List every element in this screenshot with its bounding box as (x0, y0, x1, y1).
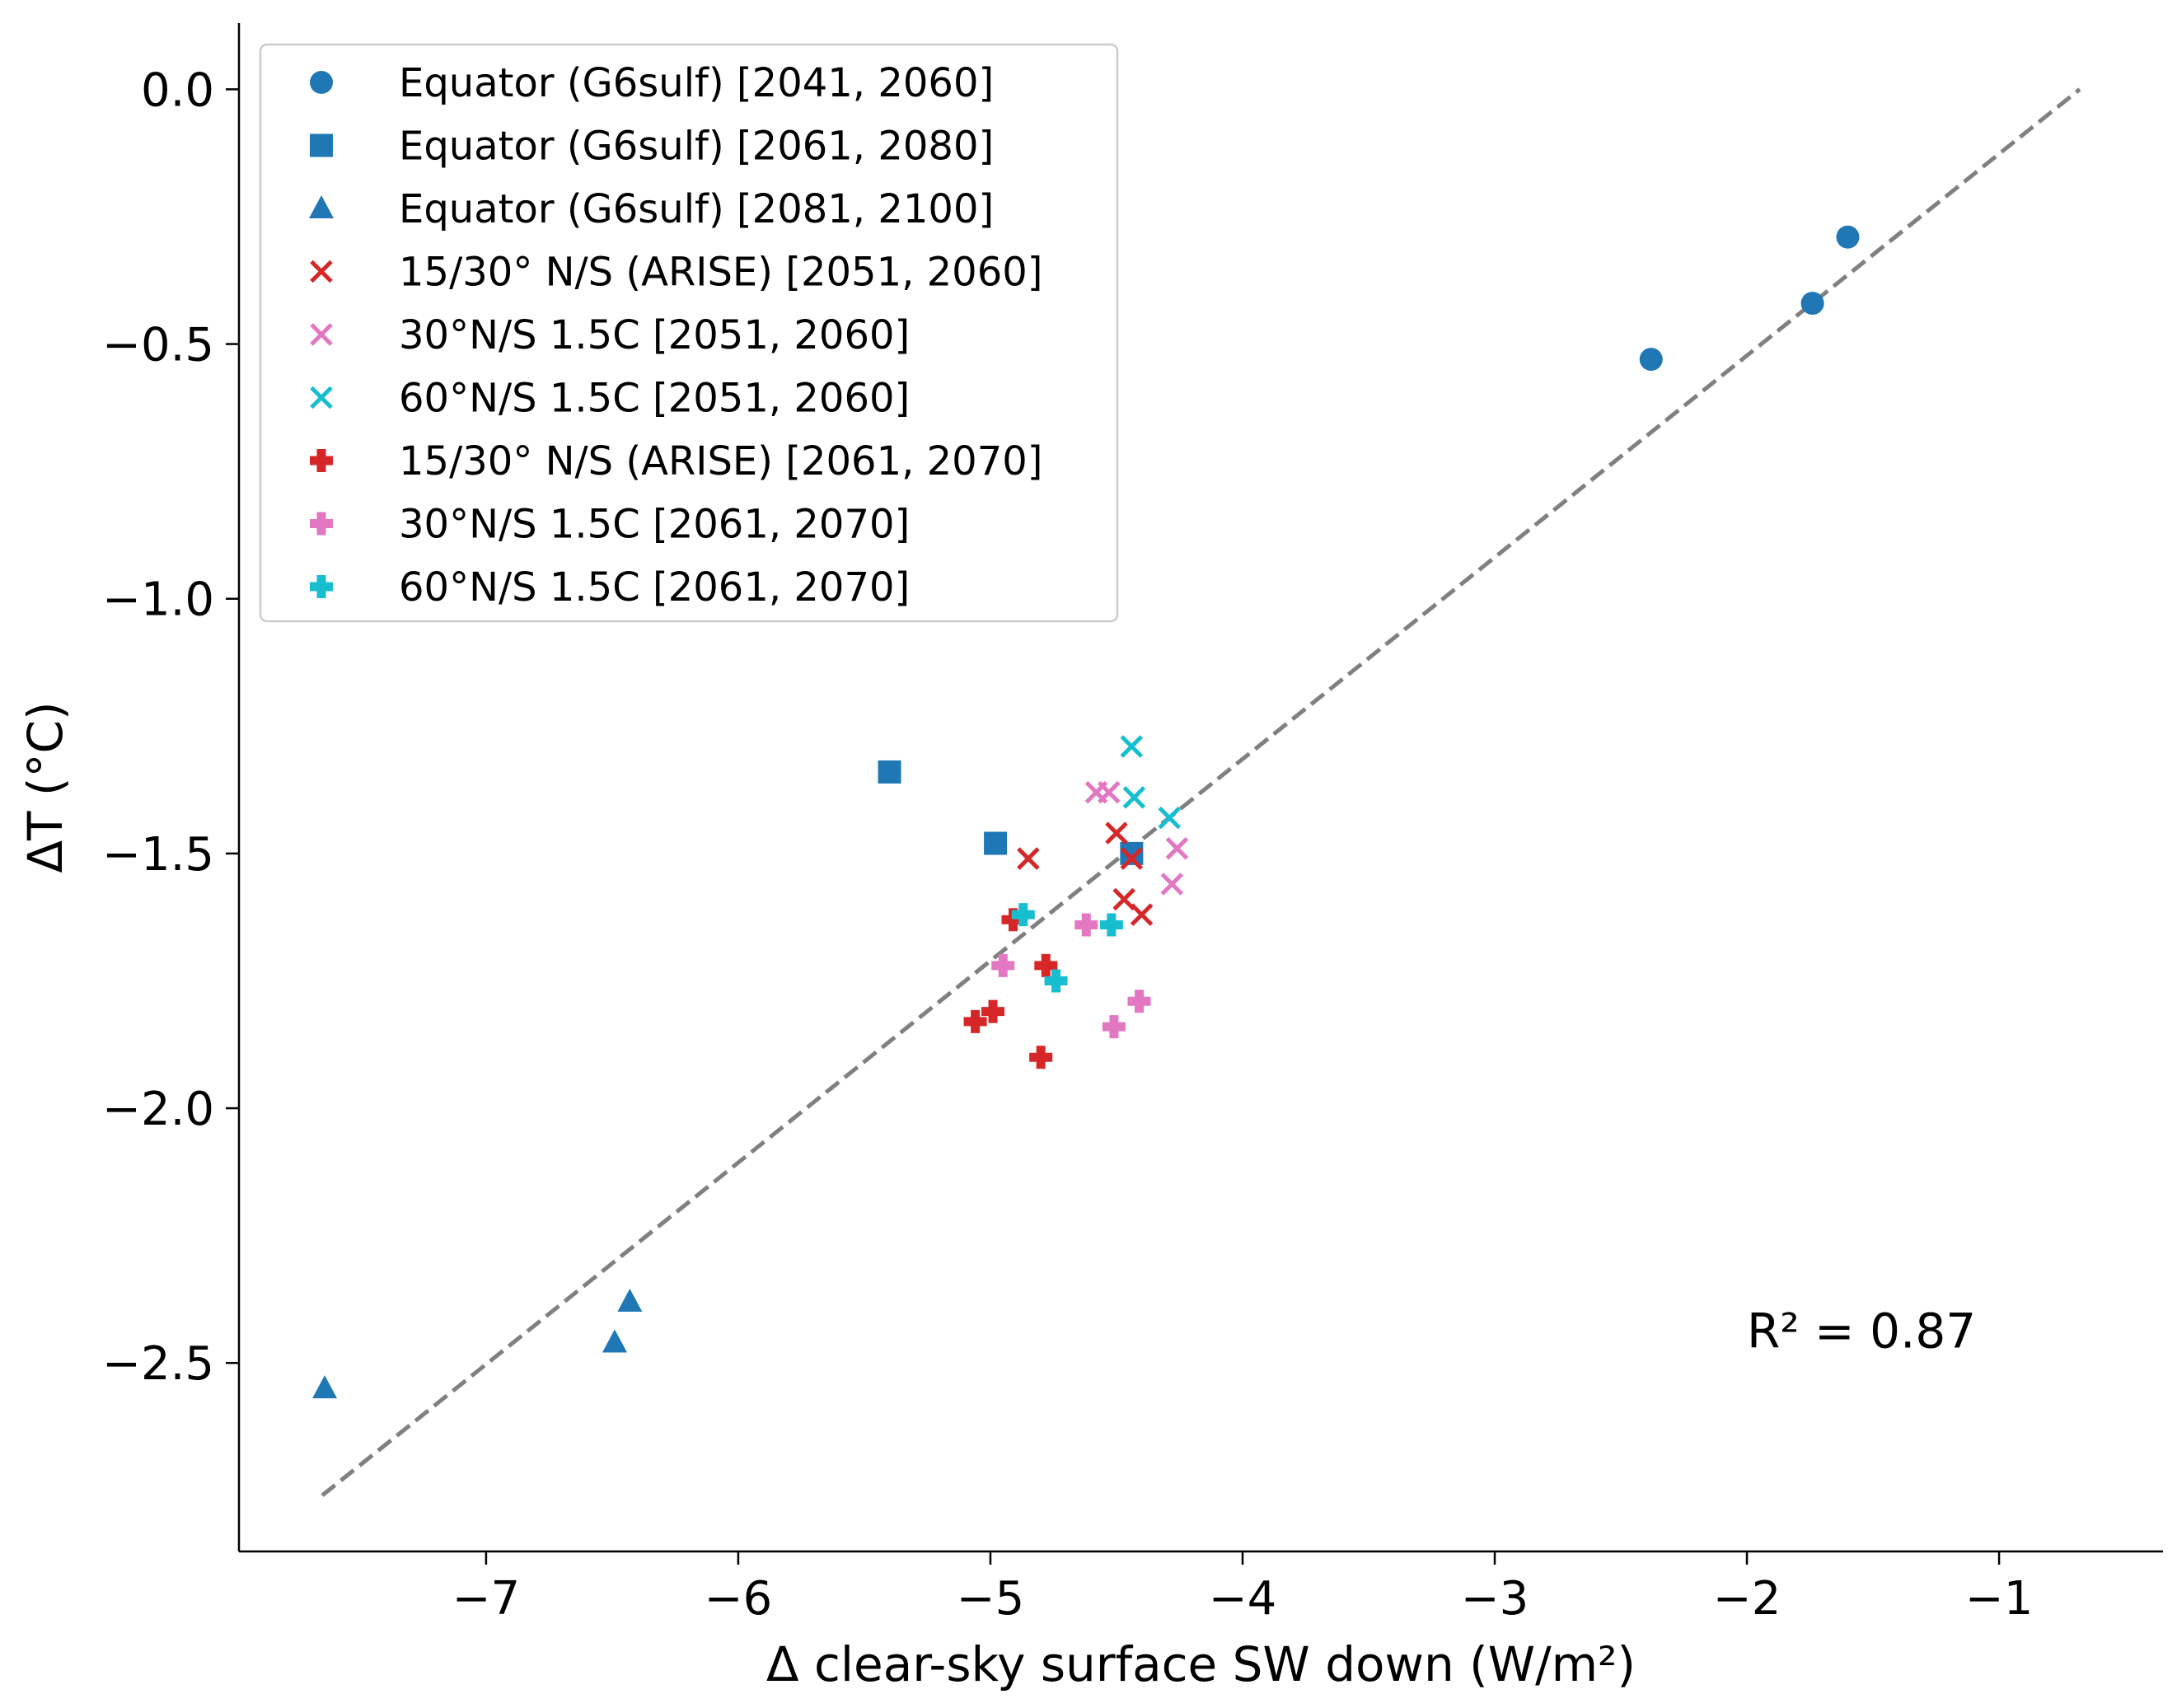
series-5 (1084, 780, 1189, 896)
ticks: −7 −6 −5 −4 −3 −2 −1 0.0 −0.5 −1.0 −1.5 −2.0 −2.5 (102, 63, 2033, 1626)
data-point (1836, 225, 1860, 249)
legend-marker (310, 512, 333, 536)
legend-entry: Equator (G6sulf) [2041, 2060] (310, 60, 994, 106)
data-point (1800, 292, 1824, 316)
data-point (1034, 953, 1058, 977)
series-3 (312, 1289, 643, 1399)
series-9 (1011, 903, 1123, 993)
legend-marker (309, 195, 334, 218)
data-point (1044, 969, 1068, 993)
data-point (1029, 1046, 1053, 1069)
data-point (1127, 990, 1151, 1013)
legend-marker (310, 260, 333, 283)
series-7 (963, 908, 1058, 1069)
data-point (1120, 847, 1144, 870)
legend-label: Equator (G6sulf) [2041, 2060] (399, 60, 994, 106)
legend-entry: Equator (G6sulf) [2061, 2080] (310, 124, 994, 170)
legend: Equator (G6sulf) [2041, 2060] Equator (G6… (259, 43, 1119, 623)
series-6 (1120, 735, 1182, 830)
legend-label: 60°N/S 1.5C [2051, 2060] (399, 376, 910, 422)
data-point (991, 953, 1015, 977)
axes (237, 23, 2163, 1553)
legend-entry: 60°N/S 1.5C [2051, 2060] (310, 376, 910, 422)
data-point (1160, 873, 1184, 896)
x-tick-label: −3 (1461, 1572, 1529, 1626)
x-tick-label: −4 (1209, 1572, 1277, 1626)
data-point (1158, 806, 1182, 830)
legend-entry: 15/30° N/S (ARISE) [2061, 2070] (310, 438, 1043, 484)
legend-entry: 15/30° N/S (ARISE) [2051, 2060] (310, 250, 1043, 296)
legend-label: Equator (G6sulf) [2081, 2100] (399, 186, 994, 232)
fit-line (321, 87, 2081, 1497)
data-point (981, 999, 1005, 1023)
legend-marker (310, 71, 333, 94)
data-point (1122, 786, 1146, 809)
x-tick-label: −2 (1713, 1572, 1781, 1626)
data-point (984, 831, 1008, 855)
y-tick-label: 0.0 (141, 63, 214, 117)
legend-label: 60°N/S 1.5C [2061, 2070] (399, 564, 910, 611)
x-tick-label: −6 (705, 1572, 773, 1626)
data-point (617, 1289, 643, 1313)
legend-entry: 30°N/S 1.5C [2051, 2060] (310, 312, 910, 358)
data-point (1639, 348, 1663, 372)
legend-entry: Equator (G6sulf) [2081, 2100] (309, 186, 994, 232)
legend-label: 30°N/S 1.5C [2061, 2070] (399, 502, 910, 548)
data-point (312, 1375, 338, 1399)
data-point (878, 760, 901, 784)
y-tick-label: −1.5 (102, 828, 214, 882)
y-tick-label: −2.5 (102, 1337, 214, 1391)
legend-label: 30°N/S 1.5C [2051, 2060] (399, 312, 910, 358)
legend-label: 15/30° N/S (ARISE) [2051, 2060] (399, 250, 1043, 296)
series-2 (878, 760, 1144, 865)
data-point (1099, 913, 1123, 937)
legend-marker (310, 133, 333, 157)
y-tick-label: −2.0 (102, 1083, 214, 1136)
data-point (1001, 908, 1025, 932)
legend-box (259, 43, 1119, 623)
data-point (1011, 903, 1035, 927)
series-1 (1639, 225, 1860, 372)
data-point (1074, 913, 1098, 937)
y-tick-label: −0.5 (102, 319, 214, 372)
data-point (1120, 841, 1144, 865)
data-point (1102, 1015, 1126, 1039)
data-point (963, 1009, 987, 1033)
data-point (1098, 780, 1121, 804)
y-tick-label: −1.0 (102, 573, 214, 627)
legend-entry: 60°N/S 1.5C [2061, 2070] (310, 564, 910, 611)
x-tick-label: −5 (957, 1572, 1025, 1626)
data-point (1130, 903, 1154, 926)
data-point (1017, 847, 1040, 870)
legend-label: Equator (G6sulf) [2061, 2080] (399, 124, 994, 170)
x-tick-label: −7 (452, 1572, 521, 1626)
legend-entry: 30°N/S 1.5C [2061, 2070] (310, 502, 910, 548)
legend-marker (310, 449, 333, 472)
x-tick-label: −1 (1965, 1572, 2034, 1626)
r-squared-annotation: R² = 0.87 (1747, 1303, 1976, 1359)
fit-line-group (321, 87, 2081, 1497)
data-point (1105, 821, 1128, 845)
data-points (312, 225, 1860, 1399)
legend-marker (310, 386, 333, 409)
y-axis-title: ΔT (°C) (17, 701, 73, 873)
series-4 (1017, 821, 1154, 926)
legend-label: 15/30° N/S (ARISE) [2061, 2070] (399, 438, 1043, 484)
series-8 (991, 913, 1151, 1039)
legend-marker (310, 575, 333, 598)
data-point (1120, 735, 1144, 758)
data-point (602, 1329, 627, 1353)
x-axis-title: Δ clear-sky surface SW down (W/m²) (766, 1636, 1636, 1692)
data-point (1165, 836, 1189, 860)
legend-marker (310, 323, 333, 346)
